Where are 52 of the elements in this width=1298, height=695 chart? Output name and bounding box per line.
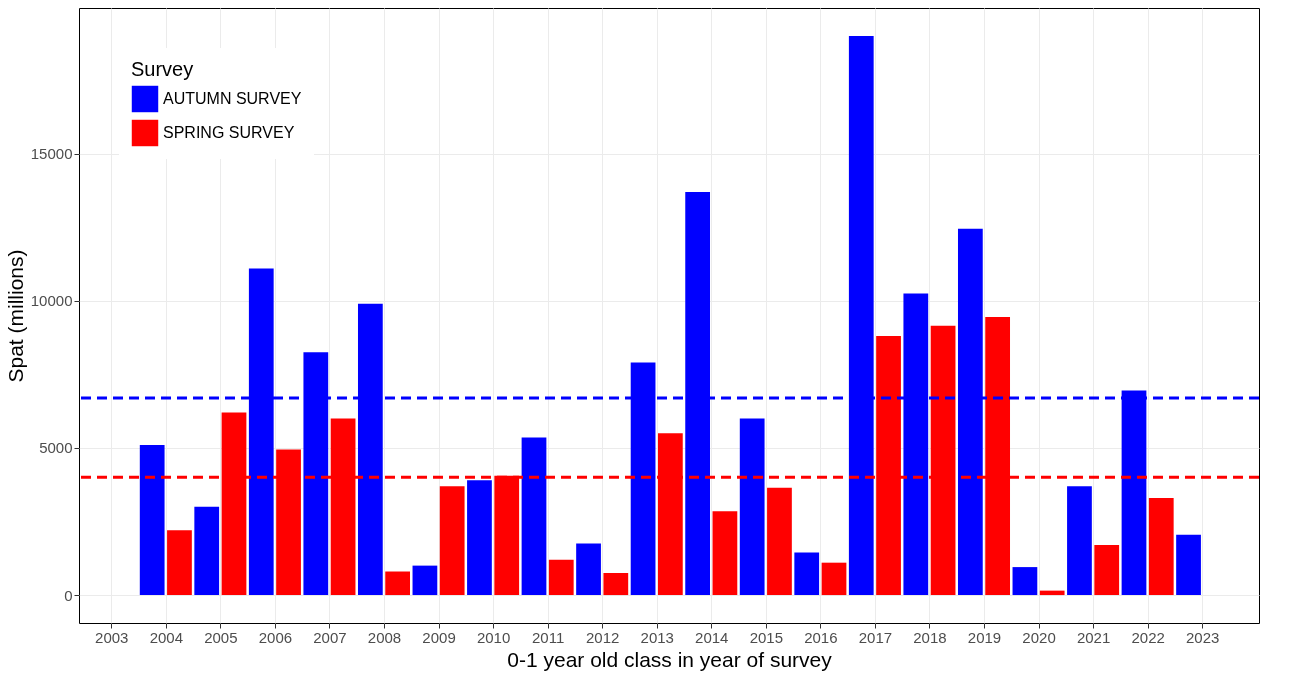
- x-tick-label: 2008: [367, 628, 402, 646]
- bar: [821, 562, 847, 596]
- bar: [194, 506, 220, 596]
- x-tick-label: 2016: [804, 628, 838, 646]
- bar: [712, 511, 738, 596]
- bar: [1039, 590, 1065, 596]
- bar: [1148, 497, 1174, 596]
- bar: [439, 486, 465, 596]
- y-tick-label: 10000: [30, 292, 73, 310]
- y-tick-label: 15000: [30, 145, 73, 163]
- x-tick-label: 2021: [1076, 628, 1111, 646]
- x-tick-label: 2007: [313, 628, 347, 646]
- bar: [548, 559, 574, 596]
- bar: [576, 543, 601, 596]
- x-tick-label: 2013: [640, 628, 674, 646]
- y-tick-label: 0: [64, 586, 73, 604]
- legend-title: Survey: [131, 58, 194, 80]
- legend-label: SPRING SURVEY: [163, 124, 295, 141]
- x-tick-label: 2011: [532, 628, 565, 646]
- x-tick-label: 2017: [858, 628, 893, 646]
- x-tick-label: 2010: [476, 628, 511, 646]
- x-tick-label: 2014: [695, 628, 729, 646]
- x-tick-label: 2003: [95, 628, 129, 646]
- bar: [767, 487, 792, 596]
- bar: [739, 418, 765, 596]
- x-tick-label: 2004: [149, 628, 184, 646]
- bar: [1067, 486, 1092, 596]
- x-tick-label: 2006: [258, 628, 293, 646]
- bar: [385, 571, 411, 596]
- x-axis-title: 0-1 year old class in year of survey: [507, 647, 833, 671]
- bar: [521, 437, 547, 596]
- x-tick-label: 2020: [1022, 628, 1056, 646]
- bar: [1094, 545, 1120, 596]
- bar: [139, 444, 165, 596]
- x-tick-label: 2022: [1131, 628, 1165, 646]
- legend-label: AUTUMN SURVEY: [163, 90, 302, 107]
- bar: [603, 572, 629, 596]
- bar: [412, 565, 438, 596]
- x-tick-label: 2005: [204, 628, 238, 646]
- bar: [794, 552, 820, 596]
- x-tick-label: 2009: [422, 628, 456, 646]
- x-tick-label: 2018: [913, 628, 947, 646]
- bar: [167, 530, 192, 596]
- x-tick-label: 2019: [967, 628, 1002, 646]
- y-axis-title: Spat (millions): [3, 249, 27, 383]
- x-tick-label: 2012: [585, 628, 620, 646]
- x-tick-label: 2023: [1185, 628, 1220, 646]
- y-tick-label: 5000: [39, 439, 73, 457]
- bar: [467, 480, 492, 596]
- bar: [1176, 534, 1201, 596]
- x-tick-label: 2015: [749, 628, 784, 646]
- bar: [1012, 567, 1038, 596]
